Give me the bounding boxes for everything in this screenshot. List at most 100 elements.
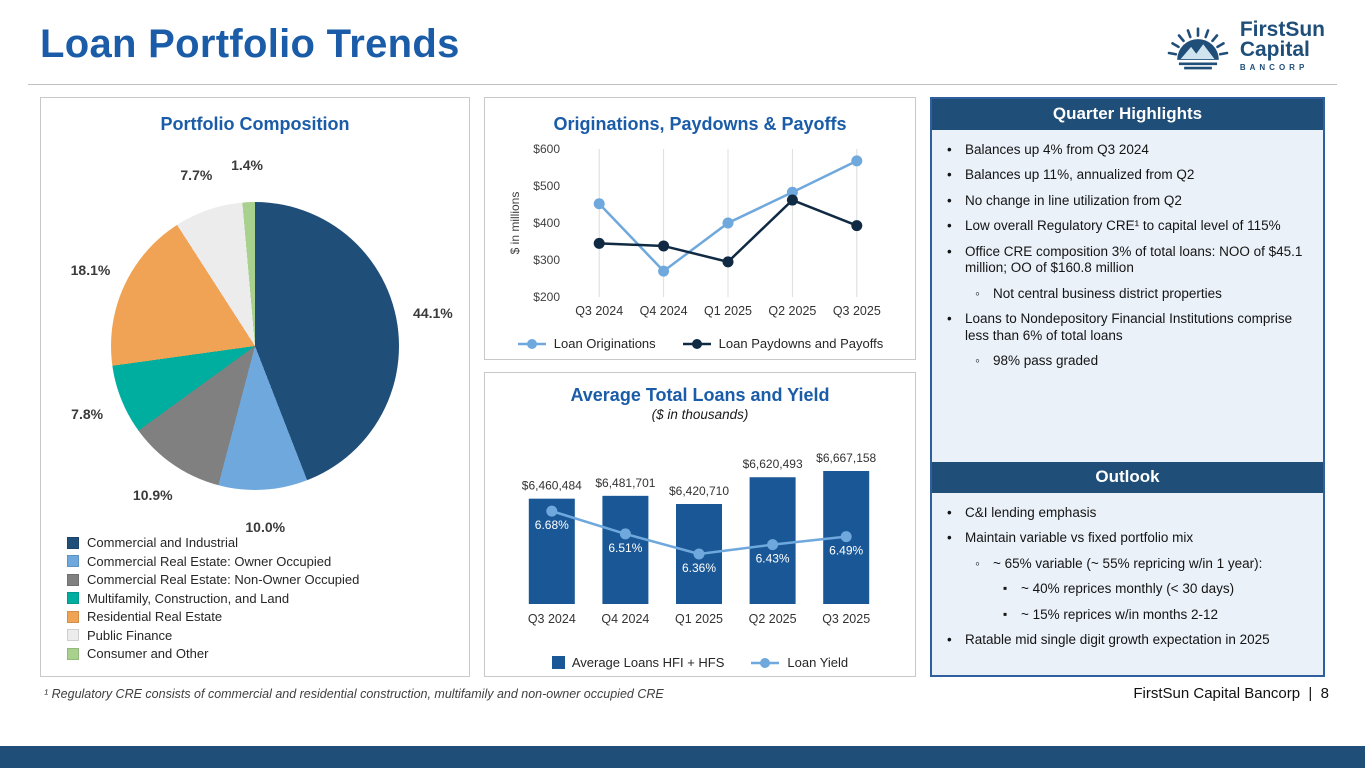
svg-text:Q4 2024: Q4 2024	[601, 612, 649, 626]
svg-text:6.68%: 6.68%	[535, 518, 569, 532]
bullet-item: • Maintain variable vs fixed portfolio mi…	[947, 530, 1310, 546]
bullet-item: ▪ ~ 40% reprices monthly (< 30 days)	[1003, 581, 1310, 597]
slide-content: Portfolio Composition 44.1% 10.0% 10.9% 7.8…	[0, 85, 1365, 677]
outlook-list: • C&I lending emphasis • Maintain variable …	[932, 493, 1323, 675]
pie-legend-item: Commercial Real Estate: Owner Occupied	[67, 554, 459, 569]
svg-text:Q3 2025: Q3 2025	[833, 304, 881, 318]
bullet-icon: •	[947, 530, 952, 546]
legend-label: Residential Real Estate	[87, 609, 223, 624]
page-title: Loan Portfolio Trends	[40, 22, 460, 66]
svg-text:Q2 2025: Q2 2025	[749, 612, 797, 626]
svg-text:$ in millions: $ in millions	[508, 192, 522, 255]
bar-legend-item: Loan Yield	[750, 655, 848, 670]
bullet-icon: ▪	[1003, 606, 1008, 621]
bullet-text: Balances up 11%, annualized from Q2	[965, 167, 1195, 183]
bullet-text: 98% pass graded	[993, 353, 1099, 369]
legend-label: Commercial Real Estate: Owner Occupied	[87, 553, 332, 569]
bullet-text: C&I lending emphasis	[965, 505, 1097, 520]
bullet-text: Maintain variable vs fixed portfolio mix	[965, 530, 1194, 546]
bullet-item: • Balances up 11%, annualized from Q2	[947, 167, 1310, 183]
pie-legend-item: Public Finance	[67, 628, 459, 643]
firstsun-logo-icon	[1167, 27, 1229, 70]
bullet-icon: ◦	[975, 353, 980, 369]
pie-legend-item: Consumer and Other	[67, 646, 459, 661]
bullet-item: • Balances up 4% from Q3 2024	[947, 142, 1310, 158]
svg-text:$6,481,701: $6,481,701	[595, 476, 655, 490]
bullet-item: • Office CRE composition 3% of total loan…	[947, 244, 1310, 277]
bullet-icon: ▪	[1003, 581, 1008, 596]
page-footer: FirstSun Capital Bancorp | 8	[1133, 685, 1329, 702]
legend-swatch-icon	[67, 610, 79, 623]
brand-name-line1: FirstSun	[1239, 18, 1325, 42]
line-chart-title: Originations, Paydowns & Payoffs	[553, 114, 847, 134]
bar-chart-svg: $6,460,484 $6,481,701 $6,420,710 $6,620,493…	[522, 451, 877, 626]
bullet-icon: ◦	[975, 285, 980, 301]
legend-swatch-icon	[67, 536, 79, 549]
legend-label: Loan Paydowns and Payoffs	[718, 336, 884, 351]
legend-label: Average Loans HFI + HFS	[571, 655, 725, 670]
bullet-text: Balances up 4% from Q3 2024	[965, 142, 1149, 157]
bar-chart-subtitle: ($ in thousands)	[651, 407, 749, 422]
svg-text:6.36%: 6.36%	[682, 561, 716, 575]
bar-chart-title: Average Total Loans and Yield	[570, 385, 830, 405]
avg-loans-panel: Average Total Loans and Yield ($ in thou…	[484, 372, 916, 677]
legend-swatch-icon	[67, 592, 79, 604]
pie-chart-title: Portfolio Composition	[160, 114, 350, 134]
bar-chart-legend: Average Loans HFI + HFS Loan Yield	[495, 655, 905, 670]
bullet-item: • Low overall Regulatory CRE¹ to capital …	[947, 218, 1310, 234]
footer-row: ¹ Regulatory CRE consists of commercial …	[0, 677, 1365, 702]
legend-line-marker-icon	[751, 657, 780, 668]
pie-slice-label: 10.9%	[132, 487, 173, 504]
pie-slice-label: 44.1%	[413, 304, 453, 321]
firstsun-logo-text: FirstSun Capital BANCORP	[1239, 18, 1325, 72]
brand-name-line2: Capital	[1239, 38, 1310, 61]
line-chart-svg: $200 $300 $400 $500 $600 $ in millions Q3 2024…	[508, 142, 881, 318]
bullet-text: ~ 40% reprices monthly (< 30 days)	[1021, 581, 1235, 597]
pie-slice-label: 7.7%	[180, 166, 213, 183]
footnote: ¹ Regulatory CRE consists of commercial …	[44, 687, 664, 701]
bullet-item: ◦ 98% pass graded	[975, 353, 1310, 369]
legend-line-marker-icon	[682, 338, 711, 349]
bar-legend-item: Average Loans HFI + HFS	[551, 655, 725, 670]
pie-slice-label: 10.0%	[245, 518, 286, 535]
bullet-text: ~ 65% variable (~ 55% repricing w/in 1 y…	[993, 555, 1263, 571]
bullet-icon: •	[947, 632, 952, 648]
originations-panel: Originations, Paydowns & Payoffs $200 $30…	[484, 97, 916, 360]
svg-text:6.43%: 6.43%	[756, 552, 790, 566]
svg-text:Q2 2025: Q2 2025	[768, 304, 816, 318]
pie-slice-label: 18.1%	[70, 262, 111, 279]
slide-header: Loan Portfolio Trends	[0, 0, 1365, 82]
svg-text:6.51%: 6.51%	[608, 541, 642, 555]
svg-text:Q3 2025: Q3 2025	[822, 612, 870, 626]
bullet-text: Low overall Regulatory CRE¹ to capital l…	[965, 218, 1281, 234]
portfolio-composition-panel: Portfolio Composition 44.1% 10.0% 10.9% 7.8…	[40, 97, 470, 677]
line-legend-item: Loan Originations	[517, 336, 656, 351]
svg-text:$6,667,158: $6,667,158	[816, 451, 876, 465]
legend-label: Commercial Real Estate: Non-Owner Occupi…	[87, 572, 360, 587]
brand-name-line3: BANCORP	[1239, 62, 1309, 72]
bullet-item: ▪ ~ 15% reprices w/in months 2-12	[1003, 607, 1310, 623]
line-chart-legend: Loan Originations Loan Paydowns and Payof…	[495, 336, 905, 351]
pie-legend-item: Commercial Real Estate: Non-Owner Occupi…	[67, 572, 459, 587]
portfolio-composition-pie-chart: 44.1% 10.0% 10.9% 7.8% 18.1% 7.7% 1.4%	[51, 135, 459, 535]
bullet-icon: •	[947, 311, 952, 327]
legend-line-marker-icon	[517, 338, 546, 349]
middle-column: Originations, Paydowns & Payoffs $200 $30…	[484, 97, 916, 677]
svg-text:Q3 2024: Q3 2024	[575, 304, 623, 318]
legend-label: Loan Originations	[553, 336, 656, 351]
bullet-text: Loans to Nondepository Financial Institu…	[965, 311, 1293, 343]
quarter-highlights-header: Quarter Highlights	[932, 99, 1323, 130]
svg-text:$400: $400	[533, 216, 560, 230]
pie-legend-item: Commercial and Industrial	[67, 535, 459, 550]
svg-text:Q4 2024: Q4 2024	[640, 304, 688, 318]
legend-swatch-icon	[67, 647, 79, 660]
bullet-icon: •	[947, 192, 952, 208]
svg-text:$500: $500	[533, 179, 560, 193]
header-divider	[28, 84, 1337, 85]
firstsun-logo: FirstSun Capital BANCORP	[1165, 18, 1325, 72]
pie-legend-item: Residential Real Estate	[67, 609, 459, 624]
legend-swatch-icon	[67, 573, 79, 586]
svg-text:$300: $300	[533, 253, 560, 267]
quarter-highlights-list: • Balances up 4% from Q3 2024 • Balances up…	[932, 130, 1323, 462]
